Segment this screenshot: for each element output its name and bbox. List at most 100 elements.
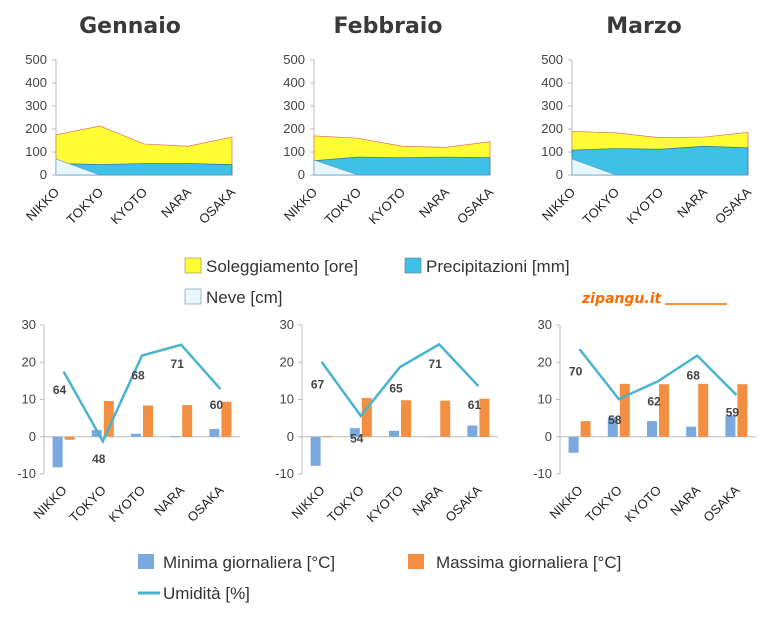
y-tick-label: 20 <box>22 354 36 369</box>
bar-massima <box>580 421 591 437</box>
y-tick-label: 10 <box>538 392 552 407</box>
bar-minima <box>568 436 579 453</box>
month-title-febbraio: Febbraio <box>334 14 443 39</box>
month-title: Marzo <box>606 14 682 39</box>
y-tick-label: 30 <box>22 317 36 332</box>
x-tick-label: TOKYO <box>582 483 625 526</box>
y-tick-label: 30 <box>538 317 552 332</box>
x-tick-label: NIKKO <box>23 185 62 224</box>
x-tick-label: NARA <box>416 184 452 220</box>
legend-swatch-massima <box>408 554 424 569</box>
bar-massima <box>103 400 114 437</box>
bar-massima <box>143 405 153 437</box>
bar-minima <box>52 436 63 468</box>
x-tick-label: KYOTO <box>365 185 408 228</box>
x-tick-label: KYOTO <box>621 483 664 526</box>
x-tick-label: TOKYO <box>63 185 106 228</box>
y-tick-label: 400 <box>25 75 47 90</box>
month-title: Febbraio <box>334 14 443 39</box>
bar-minima <box>131 433 141 437</box>
line-umidita <box>578 348 738 401</box>
bar-massima <box>479 398 490 437</box>
bar-minima <box>170 436 181 437</box>
bar-minima <box>310 436 321 466</box>
data-label-umidita: 54 <box>350 432 364 446</box>
month-title-marzo: Marzo <box>606 14 682 39</box>
data-label-umidita: 58 <box>608 413 622 427</box>
y-tick-label: 200 <box>25 121 47 136</box>
legend-swatch-precipitazioni <box>404 257 422 274</box>
legend-bottom: Minima giornaliera [°C] Massima giornali… <box>138 553 621 603</box>
y-tick-label: 10 <box>280 392 294 407</box>
y-tick-label: 400 <box>283 75 305 90</box>
bar-massima <box>698 383 709 437</box>
y-tick-label: 200 <box>541 121 563 136</box>
y-tick-label: 300 <box>541 98 563 113</box>
bar-massima <box>737 384 748 437</box>
legend-swatch-neve <box>184 288 202 305</box>
bar-minima <box>467 425 478 437</box>
y-tick-label: 100 <box>283 144 305 159</box>
y-tick-label: 300 <box>283 98 305 113</box>
data-label-umidita: 48 <box>92 452 106 466</box>
bar-minima <box>647 421 657 437</box>
x-tick-label: NARA <box>158 184 194 220</box>
bar-massima <box>322 436 333 437</box>
y-tick-label: 0 <box>287 429 294 444</box>
y-tick-label: 400 <box>541 75 563 90</box>
x-tick-label: NARA <box>409 482 445 518</box>
legend-swatch-soleggiamento <box>184 257 202 274</box>
data-label-umidita: 64 <box>53 383 67 397</box>
x-tick-label: OSAKA <box>442 482 485 525</box>
y-tick-label: 0 <box>29 429 36 444</box>
data-label-umidita: 62 <box>647 394 661 408</box>
y-tick-label: 20 <box>280 354 294 369</box>
y-tick-label: 30 <box>280 317 294 332</box>
bar-minima <box>686 426 697 437</box>
x-tick-label: OSAKA <box>184 482 227 525</box>
area-chart: 0 100 200 300 400 500 NIKKO TOKYO KYOTO NARA OSAKA <box>539 52 754 227</box>
y-tick-label: -10 <box>17 466 36 481</box>
x-tick-label: KYOTO <box>107 185 150 228</box>
x-tick-label: KYOTO <box>623 185 666 228</box>
x-tick-label: KYOTO <box>363 483 406 526</box>
y-tick-label: -10 <box>533 466 552 481</box>
legend-label-neve: Neve [cm] <box>206 288 283 307</box>
data-label-umidita: 68 <box>687 368 701 382</box>
data-label-umidita: 61 <box>468 398 482 412</box>
bar-minima <box>349 428 360 437</box>
bar-massima <box>619 383 630 437</box>
area-neve <box>571 158 748 176</box>
bar-minima <box>607 417 618 437</box>
x-tick-label: NIKKO <box>288 483 327 522</box>
bar-minima <box>91 430 102 437</box>
y-tick-label: 0 <box>40 167 47 182</box>
data-label-umidita: 60 <box>210 398 224 412</box>
x-tick-label: OSAKA <box>700 482 743 525</box>
x-tick-label: KYOTO <box>105 483 148 526</box>
x-tick-label: TOKYO <box>579 185 622 228</box>
x-tick-label: OSAKA <box>196 184 239 227</box>
area-chart: 0 100 200 300 400 500 NIKKO TOKYO KYOTO NARA OSAKA <box>23 52 238 227</box>
x-tick-label: TOKYO <box>324 483 367 526</box>
legend-label-soleggiamento: Soleggiamento [ore] <box>206 257 358 276</box>
data-label-umidita: 68 <box>131 368 145 382</box>
x-tick-label: OSAKA <box>454 184 497 227</box>
month-title: Gennaio <box>79 14 181 39</box>
x-tick-label: NIKKO <box>546 483 585 522</box>
area-neve <box>313 159 490 176</box>
x-tick-label: NARA <box>674 184 710 220</box>
y-tick-label: 20 <box>538 354 552 369</box>
y-tick-label: 500 <box>541 52 563 67</box>
data-label-umidita: 71 <box>171 357 185 371</box>
y-tick-label: 100 <box>541 144 563 159</box>
month-title-gennaio: Gennaio <box>79 14 181 39</box>
bar-massima <box>221 401 232 437</box>
x-tick-label: TOKYO <box>66 483 109 526</box>
x-tick-label: NIKKO <box>30 483 69 522</box>
